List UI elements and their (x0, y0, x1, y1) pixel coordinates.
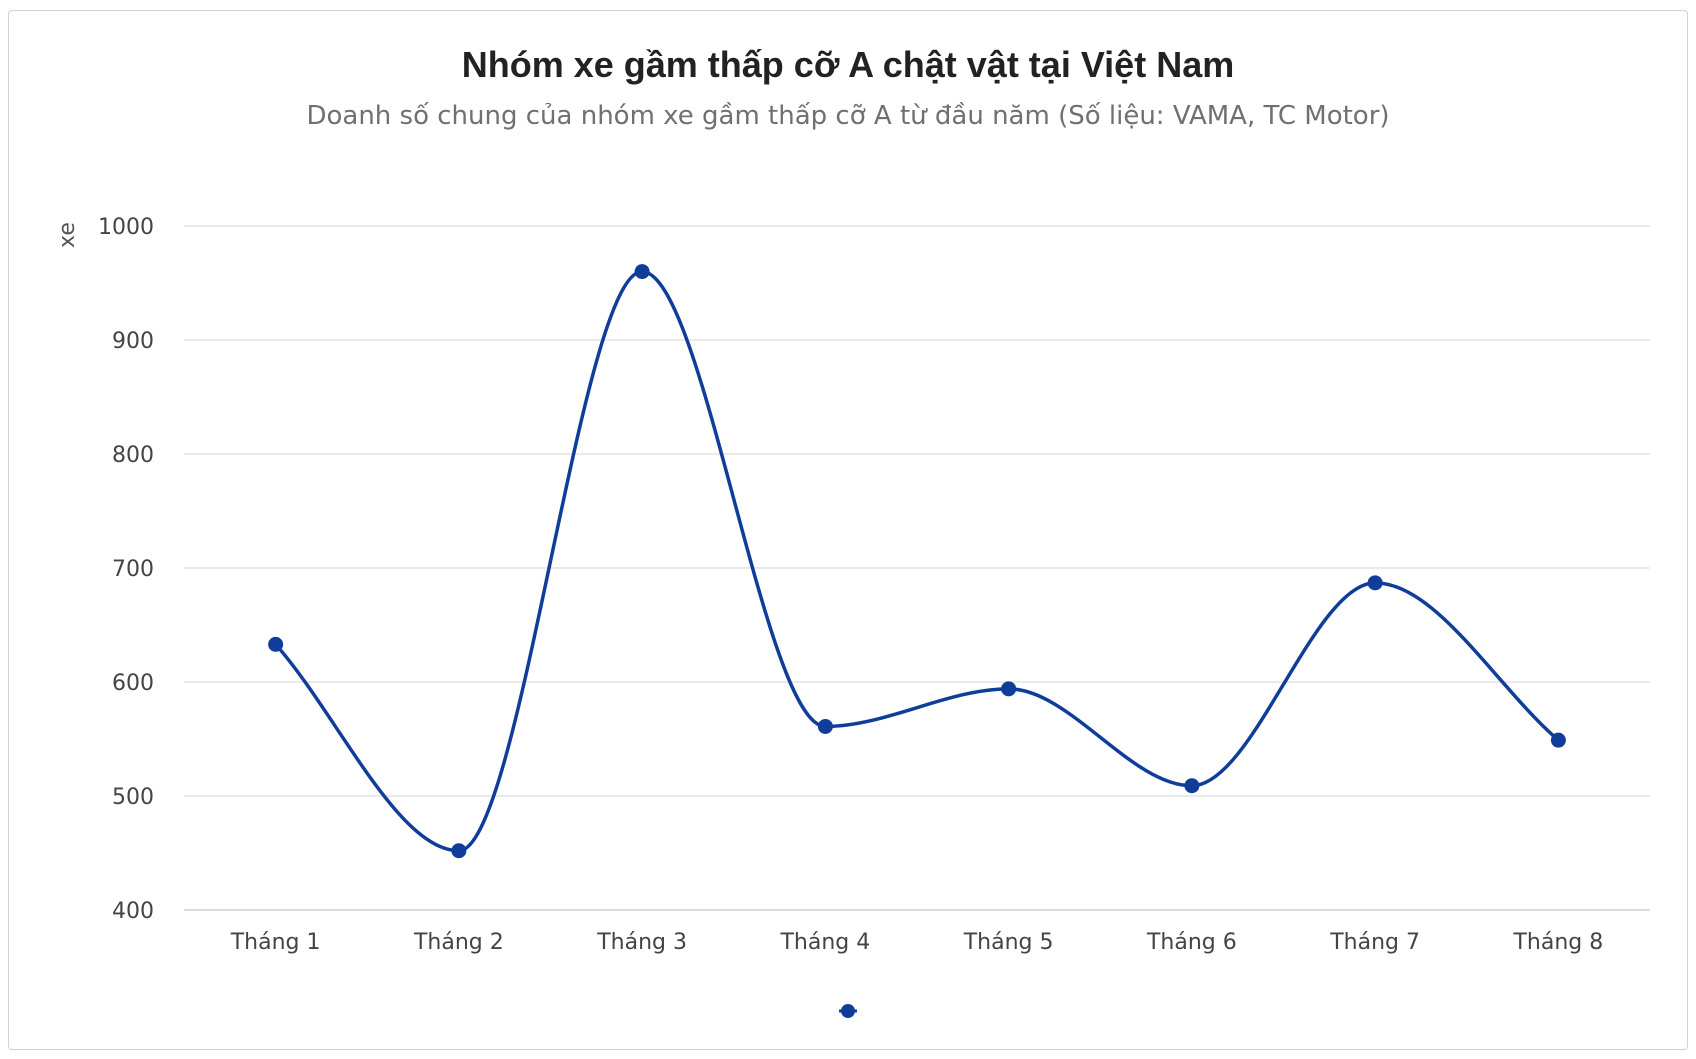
legend[interactable] (839, 1004, 857, 1018)
legend-marker-symbol (841, 1004, 855, 1018)
data-point[interactable] (1550, 732, 1566, 748)
grid-lines (184, 225, 1650, 797)
chart-title: Nhóm xe gầm thấp cỡ A chật vật tại Việt … (461, 44, 1235, 85)
x-tick-label: Tháng 6 (1146, 930, 1237, 955)
y-tick-label: 700 (112, 557, 154, 582)
x-tick-label: Tháng 1 (230, 930, 321, 955)
axes: 400 500 600 700 800 900 1000 Tháng 1 Tháng 2 Thán… (55, 215, 1650, 955)
data-point[interactable] (268, 636, 284, 652)
series-layer (268, 264, 1566, 859)
data-point[interactable] (634, 264, 650, 280)
y-tick-label: 600 (112, 671, 154, 696)
series-line (273, 269, 1561, 853)
x-tick-label: Tháng 8 (1512, 930, 1603, 955)
legend-item[interactable] (839, 1004, 857, 1018)
y-tick-label: 400 (112, 899, 154, 924)
data-point[interactable] (817, 718, 833, 734)
data-point[interactable] (1367, 575, 1383, 591)
data-point[interactable] (451, 843, 467, 859)
data-point[interactable] (1184, 778, 1200, 794)
chart-subtitle: Doanh số chung của nhóm xe gầm thấp cỡ A… (306, 101, 1390, 131)
y-tick-label: 900 (112, 329, 154, 354)
y-tick-label: 500 (112, 785, 154, 810)
y-tick-label: 1000 (98, 215, 154, 240)
chart-frame (8, 10, 1688, 1050)
y-axis-title: xe (55, 222, 80, 248)
x-tick-label: Tháng 5 (963, 930, 1054, 955)
x-tick-label: Tháng 7 (1329, 930, 1420, 955)
x-tick-label: Tháng 2 (413, 930, 504, 955)
y-tick-label: 800 (112, 443, 154, 468)
x-tick-label: Tháng 4 (779, 930, 870, 955)
x-tick-label: Tháng 3 (596, 930, 687, 955)
data-point[interactable] (1001, 681, 1017, 697)
